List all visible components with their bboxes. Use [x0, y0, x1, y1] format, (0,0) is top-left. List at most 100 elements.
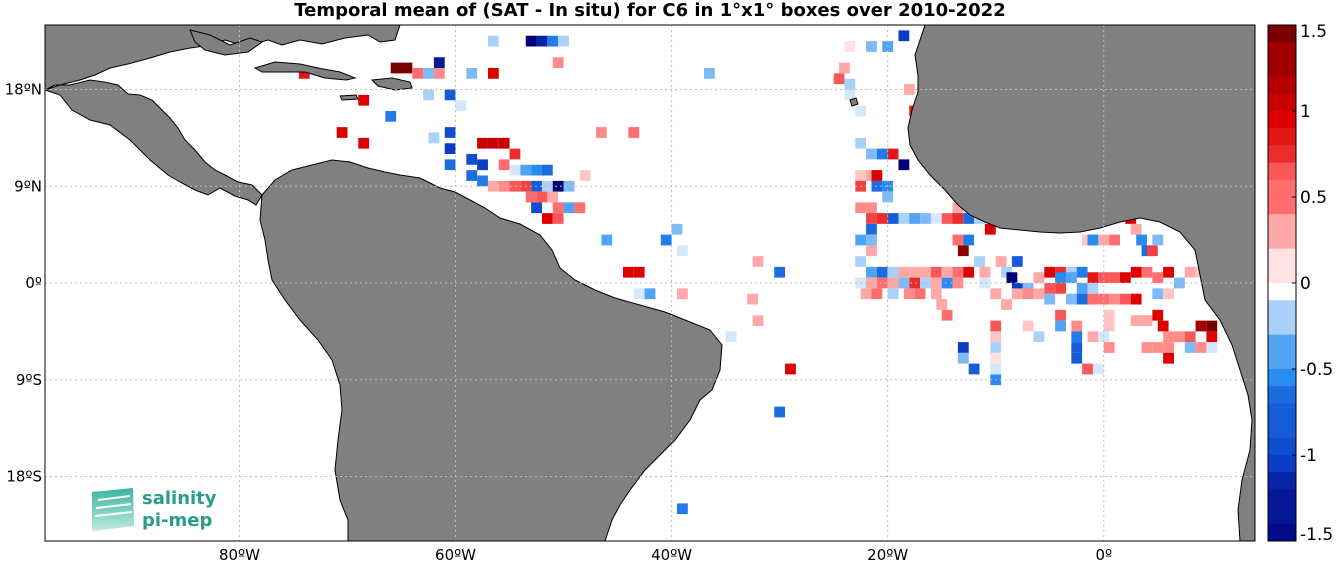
colorbar-band [1268, 59, 1296, 78]
heatmap-cell [487, 180, 499, 192]
heatmap-cell [1055, 272, 1066, 283]
heatmap-cell [725, 331, 737, 343]
heatmap-cell [336, 127, 348, 138]
heatmap-cell [909, 213, 921, 224]
heatmap-cell [1076, 283, 1088, 294]
heatmap-cell [909, 266, 921, 278]
heatmap-cell [563, 180, 575, 192]
heatmap-cell [466, 68, 478, 79]
heatmap-cell [509, 148, 521, 160]
heatmap-cell [358, 137, 370, 149]
heatmap-cell [941, 277, 953, 289]
heatmap-cell [1163, 342, 1174, 353]
heatmap-cell [423, 89, 434, 101]
heatmap-cell [1033, 272, 1045, 283]
colorbar-tick-label: -1 [1300, 446, 1317, 466]
heatmap-cell [1044, 293, 1056, 305]
heatmap-cell [866, 223, 877, 235]
heatmap-cell [898, 159, 910, 171]
colorbar-band [1268, 369, 1296, 387]
colorbar-band [1268, 248, 1296, 267]
heatmap-cell [1076, 266, 1088, 278]
colorbar-band [1268, 25, 1296, 43]
heatmap-cell [298, 68, 310, 79]
heatmap-cell [466, 154, 478, 165]
heatmap-cell [1076, 293, 1088, 305]
heatmap-cell [390, 62, 402, 74]
heatmap-cell [903, 288, 915, 300]
heatmap-cell [930, 266, 942, 278]
heatmap-cell [1011, 288, 1023, 300]
colorbar: 1.5 1 0.5 0 -0.5 -1 -1.5 [1267, 22, 1333, 545]
heatmap-cell [433, 68, 445, 79]
heatmap-cell [444, 89, 456, 101]
heatmap-cell [525, 191, 537, 203]
heatmap-cell [1152, 272, 1164, 283]
heatmap-cell [876, 213, 888, 224]
heatmap-cell [974, 256, 985, 267]
heatmap-cell [1055, 283, 1066, 294]
heatmap-cell [671, 223, 683, 235]
heatmap-cell [1087, 293, 1099, 305]
heatmap-cell [704, 68, 715, 79]
heatmap-cell [552, 180, 564, 192]
heatmap-cell [1022, 320, 1034, 332]
colorbar-band [1268, 300, 1296, 318]
heatmap-cell [595, 127, 607, 138]
heatmap-cell [1087, 331, 1099, 343]
heatmap-cell [860, 288, 872, 300]
heatmap-cell [1163, 266, 1174, 278]
heatmap-cell [1206, 331, 1218, 343]
heatmap-cell [1130, 315, 1142, 326]
heatmap-cell [930, 288, 942, 300]
heatmap-cell [1152, 309, 1164, 321]
heatmap-cell [1065, 272, 1077, 283]
colorbar-band [1268, 162, 1296, 181]
colorbar-band [1268, 523, 1296, 542]
heatmap-cell [1119, 272, 1131, 283]
heatmap-cell [477, 159, 488, 171]
heatmap-cell [920, 266, 931, 278]
heatmap-cell [1087, 234, 1099, 246]
lat-tick-label: 9ºN [14, 177, 42, 195]
lon-tick-label: 20ºW [867, 546, 908, 564]
heatmap-cell [990, 352, 1002, 364]
heatmap-cell [1152, 234, 1164, 246]
heatmap-cell [444, 143, 456, 154]
heatmap-cell [1065, 293, 1077, 305]
heatmap-cell [531, 202, 542, 214]
heatmap-cell [1152, 342, 1164, 353]
heatmap-cell [466, 170, 478, 181]
heatmap-cell [552, 57, 564, 68]
heatmap-cell [752, 256, 764, 267]
heatmap-cell [1163, 331, 1174, 343]
colorbar-band [1268, 128, 1296, 146]
land-florida [189, 29, 264, 56]
lon-tick-label: 0º [1095, 546, 1112, 564]
colorbar-band [1268, 317, 1296, 336]
heatmap-cell [541, 180, 553, 192]
heatmap-cell [1109, 272, 1120, 283]
colorbar-band [1268, 455, 1296, 473]
heatmap-cell [1184, 331, 1196, 343]
heatmap-cell [1146, 245, 1158, 257]
colorbar-tick-label: -1.5 [1300, 525, 1333, 545]
heatmap-cell [866, 245, 877, 257]
heatmap-cell [952, 277, 964, 289]
heatmap-cell [1173, 331, 1185, 343]
colorbar-tick-label: 1 [1300, 102, 1311, 122]
heatmap-cell [833, 73, 845, 85]
heatmap-cell [477, 175, 488, 187]
colorbar-tick-label: -0.5 [1300, 360, 1333, 380]
heatmap-cell [876, 277, 888, 289]
heatmap-cell [547, 35, 559, 47]
heatmap-cell [1071, 331, 1083, 343]
heatmap-cell [957, 352, 969, 364]
heatmap-cell [563, 202, 575, 214]
colorbar-band [1268, 145, 1296, 164]
heatmap-cell [952, 202, 964, 214]
colorbar-band [1268, 197, 1296, 215]
heatmap-cell [1152, 288, 1164, 300]
heatmap-cell [887, 266, 899, 278]
